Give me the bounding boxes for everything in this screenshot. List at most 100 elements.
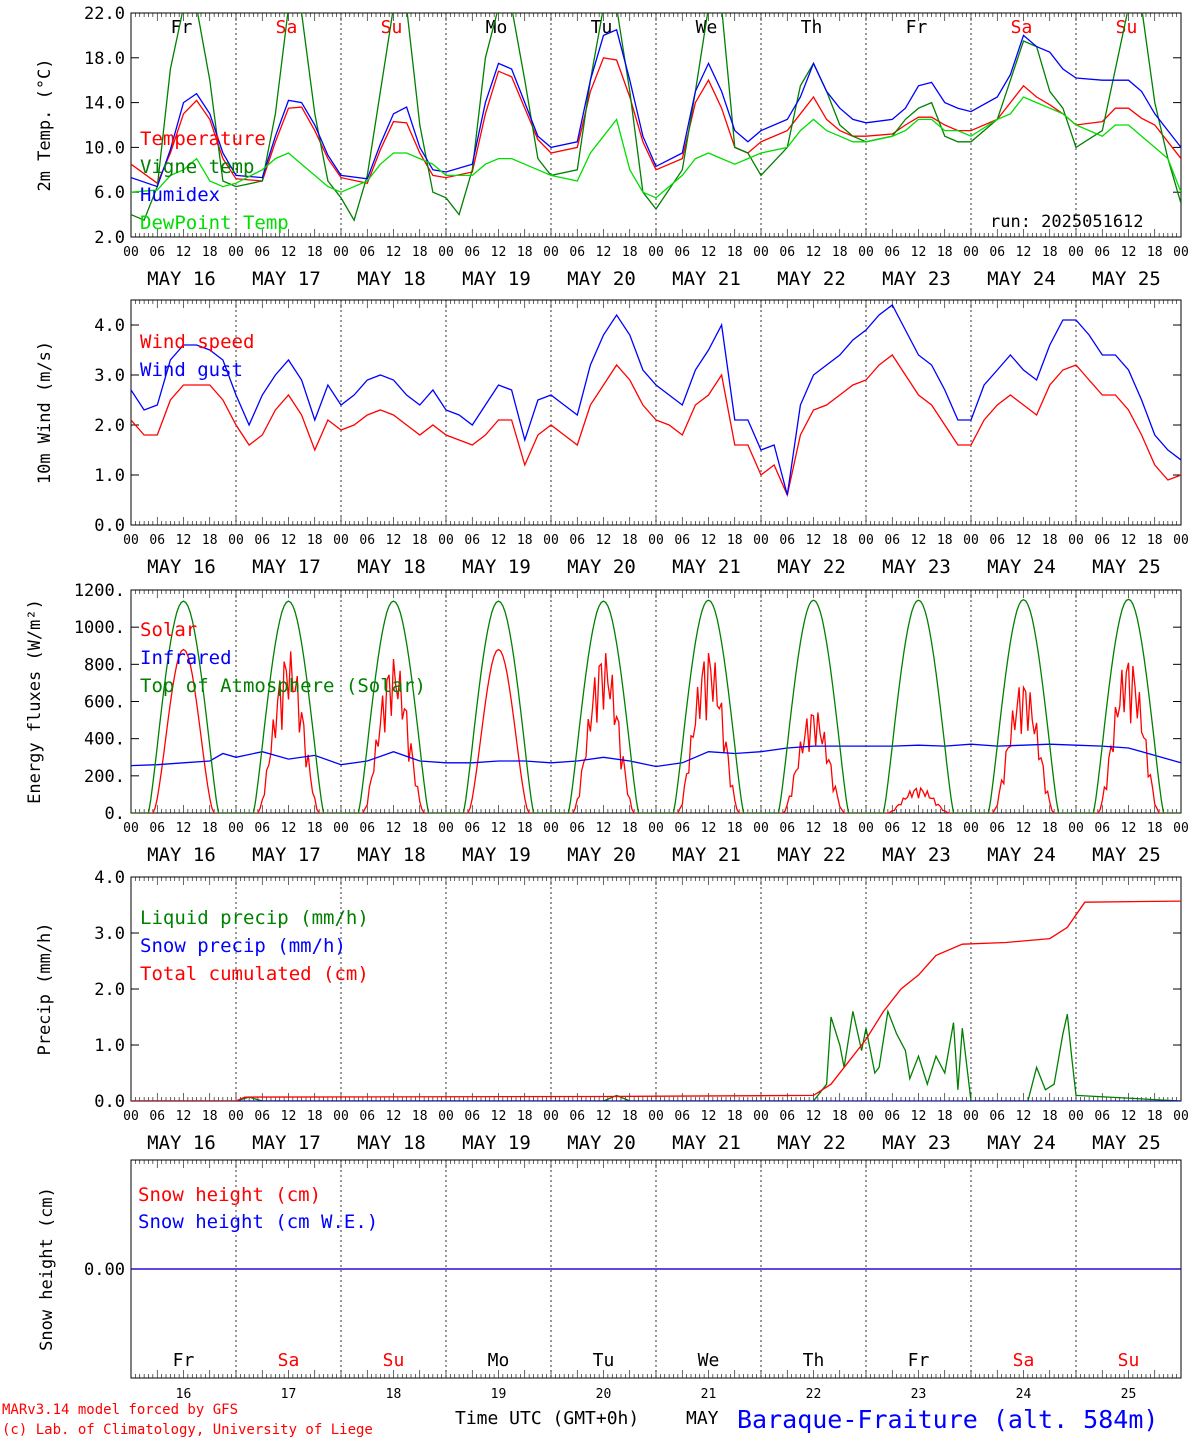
hour-label: 06	[884, 821, 900, 836]
legend-entry: Liquid precip (mm/h)	[140, 907, 369, 929]
date-label: MAY 21	[672, 1132, 741, 1154]
series-group	[131, 598, 1181, 813]
panel-2: 0.0 1.0 2.0 3.0 4.0 10m Wind (m/s) 00 06 12 18 MAY…	[35, 299, 1189, 578]
hour-label: 00	[858, 245, 874, 260]
hour-label: 06	[254, 245, 270, 260]
series-line-dewpoint-temp	[131, 96, 1181, 199]
hour-label: 06	[149, 245, 165, 260]
hour-label: 12	[596, 1109, 612, 1124]
date-label: MAY 18	[357, 1132, 426, 1154]
day-number-label: 17	[281, 1387, 297, 1402]
y-tick-label: 200.	[84, 767, 125, 787]
hour-label: 12	[176, 1109, 192, 1124]
hour-label: 06	[569, 821, 585, 836]
hour-label: 18	[517, 1109, 533, 1124]
weekday-label: We	[696, 17, 718, 38]
hour-label: 00	[228, 1109, 244, 1124]
legend-entry: Temperature	[140, 128, 266, 150]
hour-label: 12	[176, 245, 192, 260]
day-number-label: 22	[806, 1387, 822, 1402]
hour-label: 06	[1094, 821, 1110, 836]
hour-label: 12	[911, 821, 927, 836]
hour-label: 12	[386, 1109, 402, 1124]
time-axis-label: Time UTC (GMT+0h)	[455, 1408, 639, 1429]
hour-label: 00	[438, 1109, 454, 1124]
y-tick-label: 1.0	[94, 466, 125, 486]
hour-label: 00	[228, 245, 244, 260]
legend-entry: Total cumulated (cm)	[140, 963, 369, 985]
hour-label: 18	[202, 533, 218, 548]
lab-credit: (c) Lab. of Climatology, University of L…	[2, 1422, 373, 1438]
hour-label: 00	[438, 821, 454, 836]
y-tick-label: 600.	[84, 693, 125, 713]
hour-label: 00	[123, 245, 139, 260]
month-label: MAY	[686, 1408, 719, 1429]
date-label: MAY 23	[882, 268, 951, 290]
y-tick-label: 14.0	[84, 94, 125, 114]
hour-label: 06	[674, 533, 690, 548]
weekday-label: We	[698, 1350, 720, 1371]
date-label: MAY 22	[777, 844, 846, 866]
y-tick-label: 3.0	[94, 924, 125, 944]
weekday-label: Tu	[591, 17, 613, 38]
legend-entry: Snow precip (mm/h)	[140, 935, 346, 957]
hour-label: 18	[307, 1109, 323, 1124]
station-title: Baraque-Fraiture (alt. 584m)	[737, 1405, 1158, 1434]
hour-label: 06	[779, 1109, 795, 1124]
y-axis-label: Energy fluxes (W/m²)	[25, 599, 45, 804]
hour-label: 06	[149, 821, 165, 836]
hour-label: 18	[727, 821, 743, 836]
legend-entry: Snow height (cm W.E.)	[138, 1211, 378, 1233]
hour-label: 00	[1068, 533, 1084, 548]
hour-label: 18	[1147, 821, 1163, 836]
hour-label: 12	[491, 821, 507, 836]
hour-label: 00	[438, 245, 454, 260]
hour-label: 12	[386, 245, 402, 260]
hour-label: 18	[412, 245, 428, 260]
weekday-label: Fr	[173, 1350, 195, 1371]
weekday-label: Sa	[1011, 17, 1033, 38]
date-label: MAY 19	[462, 844, 531, 866]
hour-label: 06	[464, 245, 480, 260]
hour-label: 00	[543, 245, 559, 260]
hour-label: 00	[333, 533, 349, 548]
day-number-label: 25	[1121, 1387, 1137, 1402]
hour-label: 00	[753, 533, 769, 548]
hour-label: 00	[963, 245, 979, 260]
hour-label: 06	[1094, 533, 1110, 548]
y-tick-label: 1000.	[74, 618, 125, 638]
hour-label: 06	[884, 533, 900, 548]
y-tick-label: 4.0	[94, 868, 125, 888]
date-label: MAY 19	[462, 556, 531, 578]
y-tick-label: 18.0	[84, 49, 125, 69]
legend-entry: Humidex	[140, 184, 220, 206]
weekday-label: Mo	[488, 1350, 510, 1371]
hour-label: 12	[1016, 533, 1032, 548]
series-group	[131, 900, 1181, 1101]
hour-label: 12	[911, 1109, 927, 1124]
y-tick-label: 400.	[84, 730, 125, 750]
hour-label: 06	[464, 533, 480, 548]
hour-label: 00	[1173, 821, 1189, 836]
panel-3: 0. 200. 400. 600. 800. 1000. 1200. Energy fluxe…	[25, 581, 1189, 866]
hour-label: 18	[937, 245, 953, 260]
series-line-infrared	[131, 743, 1181, 768]
hour-label: 06	[569, 245, 585, 260]
y-tick-label: 0.0	[94, 516, 125, 536]
hour-label: 06	[359, 821, 375, 836]
hour-label: 12	[1121, 821, 1137, 836]
hour-label: 18	[1042, 245, 1058, 260]
legend-entry: DewPoint Temp	[140, 212, 289, 234]
hour-label: 18	[832, 533, 848, 548]
hour-label: 00	[963, 821, 979, 836]
hour-label: 12	[701, 1109, 717, 1124]
y-tick-label: 0.0	[94, 1092, 125, 1112]
series-line-top-of-atmosphere-solar	[131, 598, 1181, 813]
series-line-total-cumulated-cm	[131, 900, 1181, 1101]
hour-label: 12	[1121, 533, 1137, 548]
date-label: MAY 16	[147, 268, 216, 290]
hour-label: 00	[648, 245, 664, 260]
hour-label: 12	[701, 245, 717, 260]
hour-label: 06	[254, 533, 270, 548]
hour-label: 12	[701, 533, 717, 548]
